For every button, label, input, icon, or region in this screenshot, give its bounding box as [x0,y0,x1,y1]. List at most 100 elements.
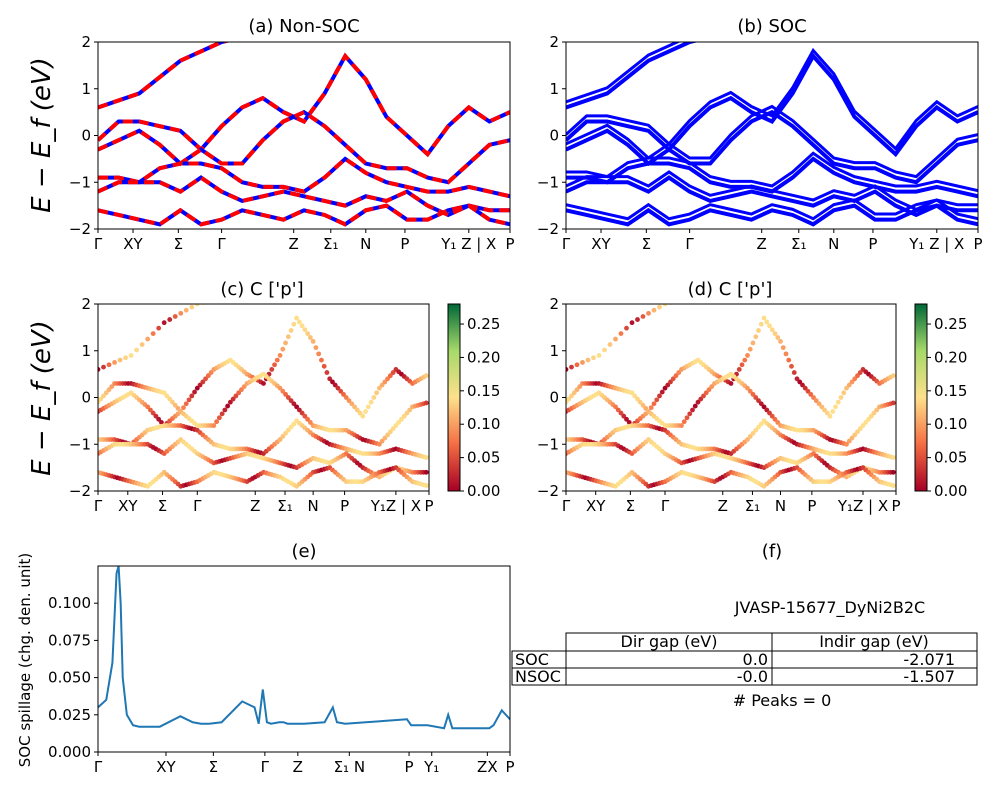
panel-c-point [355,292,360,297]
panel-b-ytick: −2 [537,220,559,238]
panel-d-colorbar-tick: 0.10 [934,415,967,433]
panel-c-point [211,297,216,302]
panel-a-band-dash [98,203,510,227]
panel-c-point [407,407,413,413]
panel-c-point [161,390,167,396]
panel-d-xtick: Y₁Z | X [837,497,888,515]
panel-c-point [200,379,206,385]
row-soc-indir: -2.071 [903,650,955,669]
panel-d-point [805,388,811,394]
panel-d-point [852,376,858,382]
panel-d-point [753,427,759,433]
panel-c-point [296,319,302,325]
panel-d-point [632,393,638,399]
panel-a-ytick: −1 [69,173,91,191]
panel-c-point [164,393,170,399]
panel-c-point [305,416,311,422]
panel-d-point [676,370,682,375]
panel-c-point [183,307,189,313]
panel-f-title: (f) [762,541,782,562]
panel-d-colorbar-tick: 0.20 [934,348,967,366]
panel-d-point [772,416,778,422]
panel-d-colorbar-tick: 0.15 [934,382,967,400]
panel-d-point [833,404,838,410]
panel-d-point [789,363,794,369]
panel-c-point [363,409,368,414]
panel-d-point [797,379,803,385]
panel-b-xtick: Z [757,235,767,253]
panel-c-point [399,292,404,297]
row-soc-label: SOC [515,650,549,669]
panel-c-point [330,379,335,385]
panel-d-point [635,317,640,322]
panel-c-point [280,388,286,394]
panel-c-point [288,398,294,404]
panel-c-point [387,429,393,435]
panel-d-point [833,292,838,297]
panel-d-point [569,364,574,370]
panel-c-point [302,413,308,419]
panel-d-title: (d) C ['p'] [688,279,773,300]
panel-b-ytick: 0 [549,127,559,145]
panel-c-point [410,292,415,297]
panel-a-xtick: Γ [94,235,103,253]
panel-c-point [167,317,173,322]
panel-d-point [566,367,569,372]
panel-c-point [307,420,313,425]
panel-c-point [153,413,159,419]
panel-b-band-split [566,42,681,104]
panel-c-point [106,362,112,368]
panel-c-point [376,385,382,391]
panel-a-xtick: Z [289,235,299,253]
panel-c-point [139,342,145,347]
panel-d-point [747,388,753,394]
panel-c-point [148,407,153,413]
panel-c-point [156,416,162,422]
panel-d-point [758,321,764,327]
panel-d-point [769,413,775,419]
panel-c-point [241,384,247,389]
panel-e-xtick: Γ [94,758,103,776]
panel-c-xtick: Γ [94,497,103,515]
panel-d-point [839,292,844,297]
panel-d-point [871,410,877,416]
panel-c-point [357,410,363,416]
panel-c-point [379,382,385,388]
panel-c-point [181,405,186,411]
panel-d-point [640,314,646,319]
panel-c-point [377,292,382,297]
panel-c-point [236,390,242,396]
panel-c-frame [97,303,430,492]
panel-c-point [344,292,349,297]
panel-e-ytick: 0.050 [48,669,91,687]
panel-a-frame [97,41,511,230]
panel-d-point [846,438,852,444]
panel-c-point [233,393,239,399]
panel-d-point [828,292,833,297]
panel-d-xtick: XY [586,497,606,515]
panel-d-point [624,325,629,331]
panel-c-ytick: 2 [81,295,91,313]
panel-d-point [591,355,596,361]
panel-d-point [703,390,709,396]
panel-d-point [736,367,742,372]
panel-c-point [239,387,244,393]
panel-c-point [175,406,181,411]
panel-d-point [637,399,643,405]
panel-d-point [613,336,618,342]
panel-d-point [577,384,583,389]
panel-d-point [778,339,783,344]
panel-d-point [775,420,781,425]
panel-d-point [574,362,580,368]
panel-c-point [208,370,214,375]
panel-d-point [868,413,874,419]
panel-c-point [291,321,297,327]
panel-c-point [338,388,344,394]
panel-d-xtick: Z [718,497,728,515]
panel-d-point [626,420,632,425]
panel-b-band-split [566,198,978,221]
panel-b-xtick: XY [591,235,611,253]
panel-d-point [822,407,827,413]
panel-d-point [753,334,759,340]
